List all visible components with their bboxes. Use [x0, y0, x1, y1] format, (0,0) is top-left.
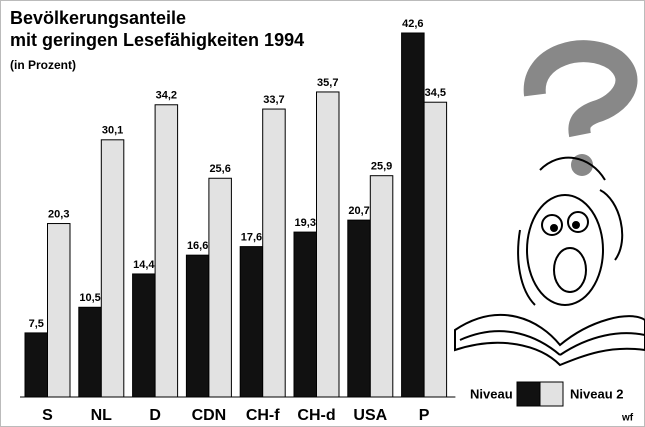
value-label: 14,4: [133, 259, 155, 271]
value-label: 20,7: [348, 205, 369, 217]
value-label: 25,6: [209, 163, 230, 175]
x-tick-label: NL: [91, 407, 113, 424]
x-tick-label: P: [419, 407, 430, 424]
value-label: 17,6: [241, 232, 262, 244]
value-label: 30,1: [102, 125, 123, 137]
bar: [424, 102, 447, 397]
value-label: 19,3: [295, 217, 316, 229]
source: wf: [621, 413, 634, 424]
value-label: 10,5: [79, 292, 100, 304]
value-label: 34,2: [156, 90, 177, 102]
value-label: 20,3: [48, 208, 69, 220]
bar: [240, 247, 263, 397]
value-label: 33,7: [263, 94, 284, 106]
x-tick-label: CDN: [192, 407, 227, 424]
legend-label: Niveau 1: [470, 386, 523, 401]
legend-swatch: [517, 382, 540, 406]
bar: [25, 333, 48, 397]
bar: [348, 220, 371, 397]
x-tick-label: CH-f: [246, 407, 280, 424]
value-label: 42,6: [402, 18, 423, 30]
bar: [317, 92, 340, 397]
x-tick-label: S: [42, 407, 53, 424]
bar: [48, 224, 71, 397]
legend-label: Niveau 2: [570, 386, 623, 401]
value-label: 16,6: [187, 240, 208, 252]
bar: [79, 307, 102, 397]
value-label: 25,9: [371, 161, 392, 173]
bar: [209, 178, 232, 397]
x-tick-label: CH-d: [297, 407, 335, 424]
bar: [402, 33, 425, 397]
chart-subtitle: (in Prozent): [10, 58, 76, 72]
x-tick-label: USA: [353, 407, 387, 424]
chart-title: mit geringen Lesefähigkeiten 1994: [10, 30, 304, 50]
bar: [294, 232, 317, 397]
chart-title: Bevölkerungsanteile: [10, 8, 186, 28]
bar: [101, 140, 124, 397]
x-tick-label: D: [149, 407, 161, 424]
bar: [370, 176, 393, 397]
legend-swatch: [540, 382, 563, 406]
bar: [133, 274, 156, 397]
chart: Bevölkerungsanteile mit geringen Lesefäh…: [0, 0, 645, 427]
value-label: 7,5: [29, 318, 44, 330]
value-label: 35,7: [317, 77, 338, 89]
bar: [263, 109, 286, 397]
bar: [186, 255, 209, 397]
value-label: 34,5: [425, 87, 446, 99]
bar: [155, 105, 178, 397]
